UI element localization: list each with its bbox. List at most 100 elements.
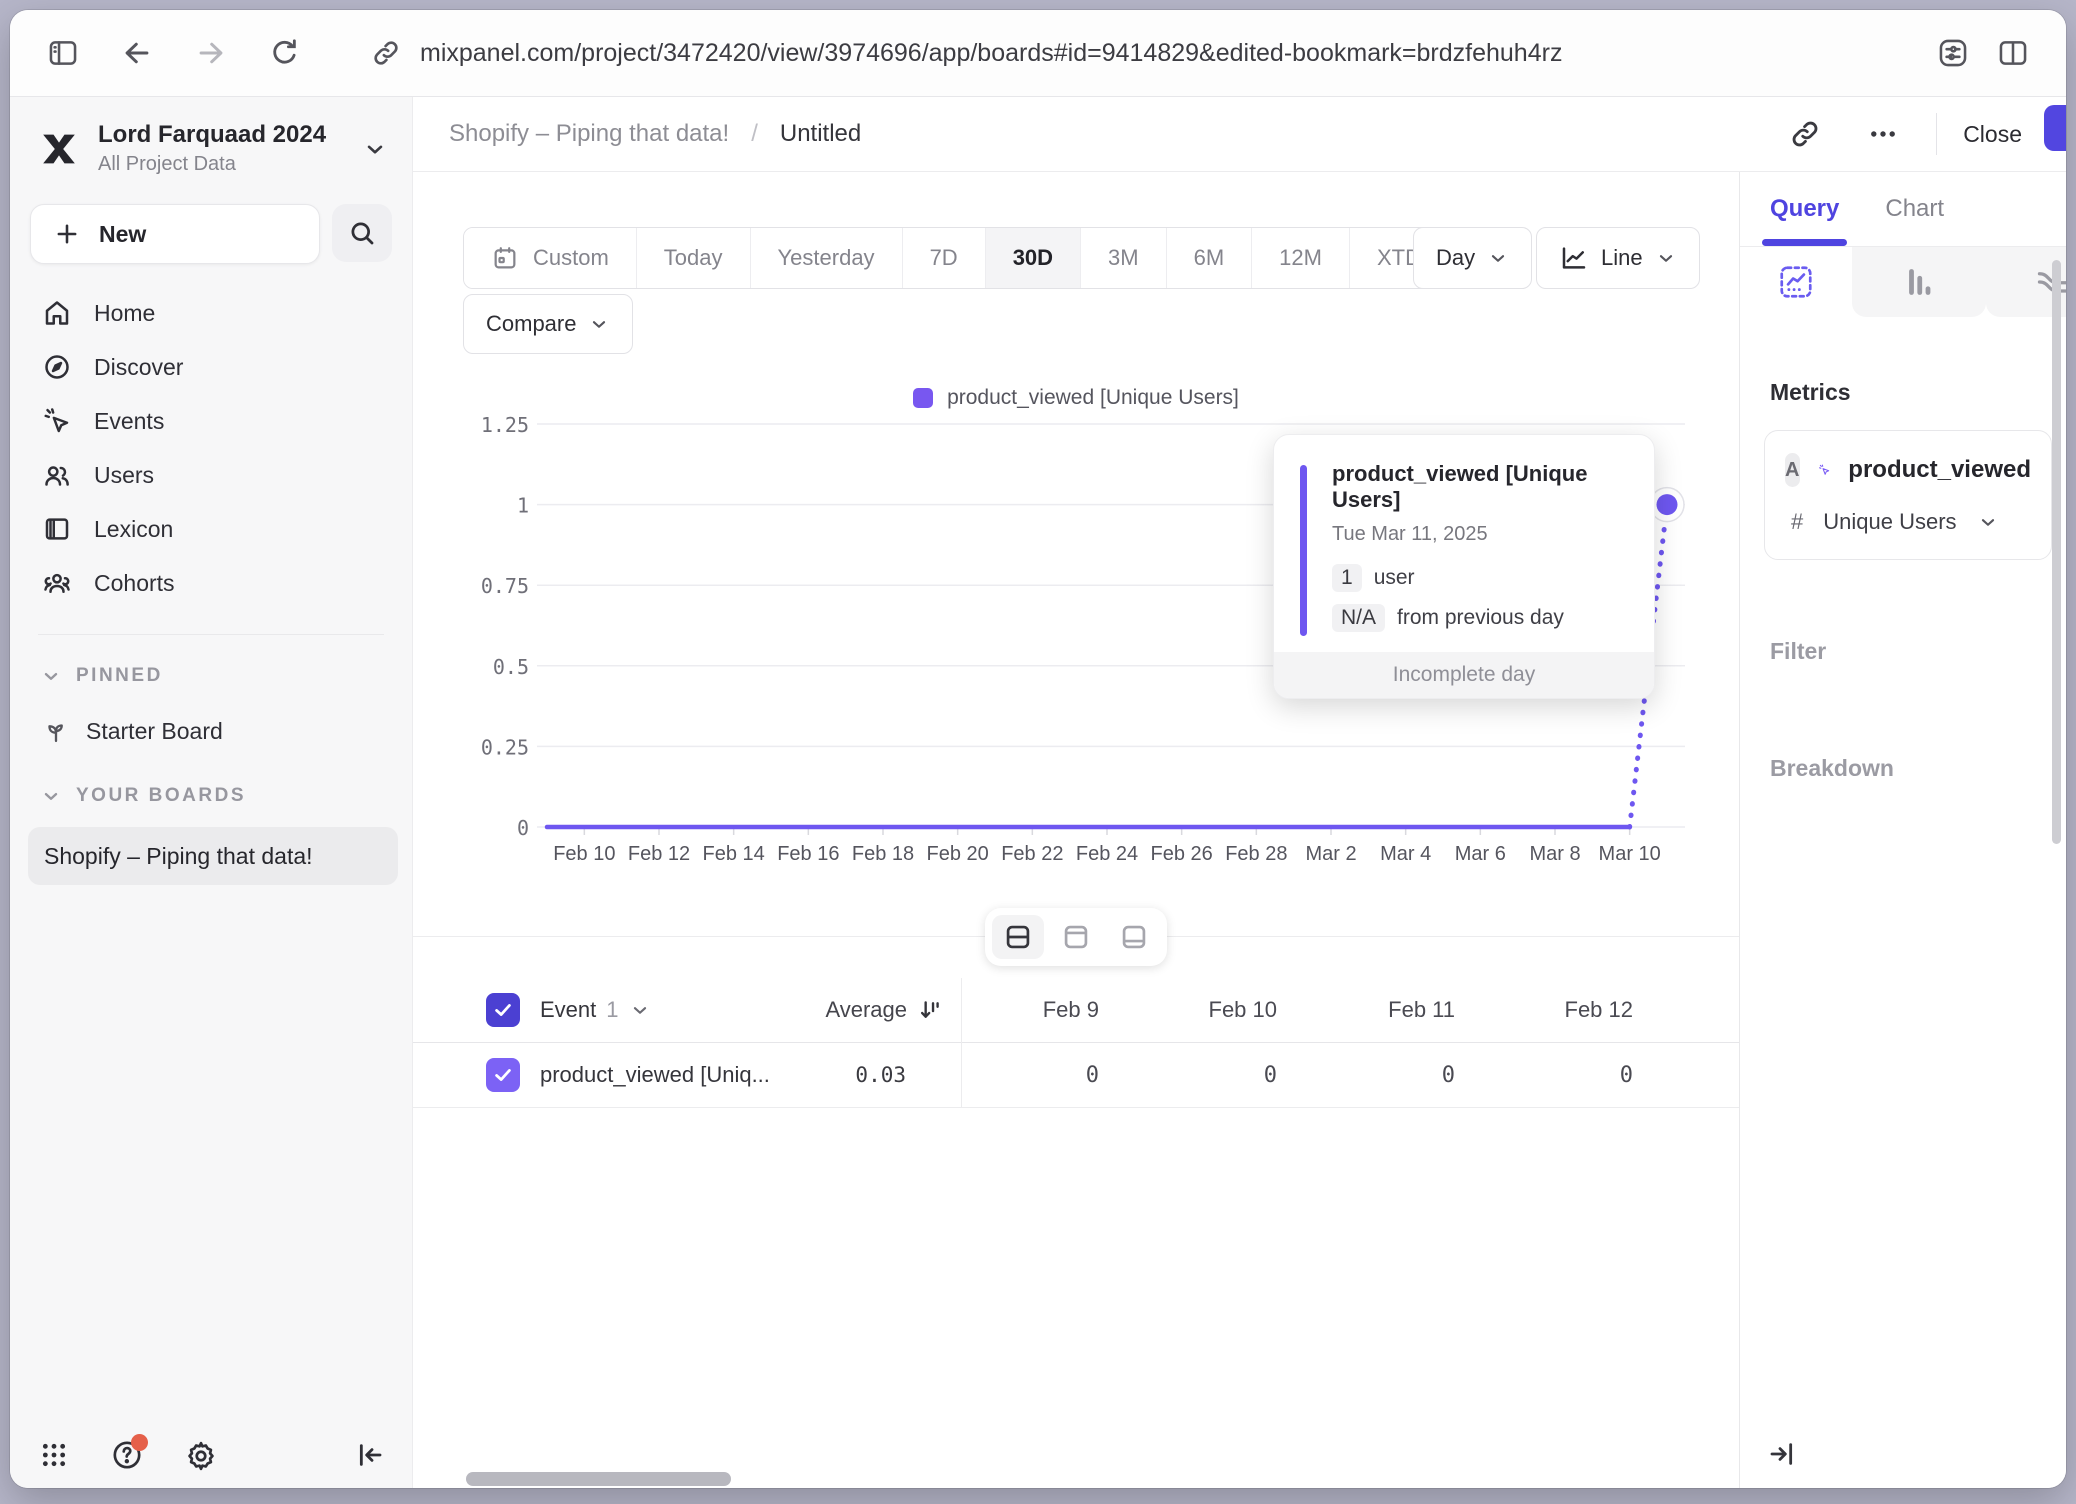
svg-text:0: 0 — [517, 816, 529, 840]
reload-icon[interactable] — [262, 30, 308, 76]
pinned-section-header[interactable]: PINNED — [40, 665, 412, 687]
sidebar-item-lexicon[interactable]: Lexicon — [10, 502, 412, 556]
insight-flows-icon — [2037, 272, 2066, 293]
table-column-divider — [961, 978, 962, 1107]
forward-icon[interactable] — [188, 30, 234, 76]
table-row[interactable]: product_viewed [Uniq... 0.03 0 0 0 0 — [413, 1043, 1739, 1108]
grid-icon[interactable] — [38, 1439, 70, 1471]
tooltip-value: 1 — [1332, 564, 1362, 592]
tab-query[interactable]: Query — [1761, 172, 1848, 246]
range-30d-selected[interactable]: 30D — [984, 228, 1081, 288]
insight-bar-tab[interactable] — [1852, 247, 1986, 317]
lexicon-icon — [45, 518, 69, 540]
collapse-left-icon[interactable] — [354, 1439, 386, 1471]
range-6m[interactable]: 6M — [1165, 228, 1252, 288]
svg-text:Feb 12: Feb 12 — [628, 843, 690, 865]
row-checkbox[interactable] — [486, 1058, 520, 1092]
svg-text:Mar 10: Mar 10 — [1599, 843, 1661, 865]
extensions-icon[interactable] — [1930, 30, 1976, 76]
sidebar-nav: Home Discover Events Users Lexicon — [10, 286, 412, 610]
back-icon[interactable] — [114, 30, 160, 76]
sidebar-item-home[interactable]: Home — [10, 286, 412, 340]
svg-text:0.25: 0.25 — [481, 735, 529, 759]
pinned-label: PINNED — [76, 665, 163, 686]
chart-type-dropdown[interactable]: Line — [1536, 227, 1700, 289]
granularity-dropdown[interactable]: Day — [1413, 227, 1533, 289]
range-3m[interactable]: 3M — [1080, 228, 1166, 288]
help-icon[interactable] — [110, 1434, 148, 1472]
column-header[interactable]: Feb 10 — [1208, 997, 1278, 1022]
row-average-value: 0.03 — [855, 1063, 906, 1087]
svg-text:Mar 6: Mar 6 — [1455, 843, 1506, 865]
sidebar-item-shopify-board[interactable]: Shopify – Piping that data! — [28, 827, 398, 885]
link-icon — [374, 41, 398, 65]
sidebar-toggle-icon[interactable] — [40, 30, 86, 76]
svg-text:Feb 28: Feb 28 — [1225, 843, 1287, 865]
range-12m[interactable]: 12M — [1251, 228, 1349, 288]
browser-toolbar: mixpanel.com/project/3472420/view/397469… — [10, 10, 2066, 97]
breadcrumb-page[interactable]: Untitled — [779, 120, 862, 147]
page-header: Shopify – Piping that data! / Untitled C… — [413, 97, 2066, 172]
close-button[interactable]: Close — [1963, 120, 2022, 147]
column-header[interactable]: Feb 9 — [1042, 997, 1099, 1022]
sidebar-item-users[interactable]: Users — [10, 448, 412, 502]
your-boards-label: YOUR BOARDS — [76, 785, 247, 806]
column-header[interactable]: Feb 12 — [1564, 997, 1634, 1022]
cohorts-icon — [44, 573, 70, 593]
search-icon — [351, 222, 374, 245]
new-button[interactable]: New — [30, 204, 320, 264]
sidebar-item-label: Lexicon — [94, 515, 174, 542]
metric-aggregation[interactable]: # Unique Users — [1785, 509, 2031, 535]
date-range-control: Custom Today Yesterday 7D 30D 3M 6M 12M … — [463, 227, 1485, 289]
chevron-down-icon — [1659, 255, 1672, 262]
sidebar-item-discover[interactable]: Discover — [10, 340, 412, 394]
workspace-switcher[interactable]: Lord Farquaad 2024 All Project Data — [10, 97, 412, 176]
layout-split-icon[interactable] — [992, 915, 1044, 959]
range-today[interactable]: Today — [635, 228, 750, 288]
metric-card[interactable]: A product_viewed # Unique Users — [1764, 430, 2052, 560]
panel-scrollbar[interactable] — [2052, 260, 2061, 844]
range-custom[interactable]: Custom — [464, 228, 636, 288]
your-boards-section-header[interactable]: YOUR BOARDS — [40, 785, 412, 807]
select-all-checkbox[interactable] — [486, 993, 520, 1027]
gear-icon[interactable] — [184, 1438, 218, 1472]
address-bar[interactable]: mixpanel.com/project/3472420/view/397469… — [370, 37, 1930, 69]
breadcrumb-board[interactable]: Shopify – Piping that data! — [449, 120, 730, 147]
tab-chart[interactable]: Chart — [1885, 195, 1945, 222]
users-icon — [45, 466, 69, 486]
sidebar-item-events[interactable]: Events — [10, 394, 412, 448]
results-table: Event 1 Average Feb 9 Feb 10 — [413, 978, 1739, 1108]
insight-line-tab[interactable] — [1740, 247, 1852, 317]
save-button-edge[interactable] — [2044, 105, 2066, 151]
event-header[interactable]: Event 1 — [540, 978, 651, 1042]
mixpanel-logo — [43, 134, 75, 163]
cell-value: 0 — [1263, 1062, 1277, 1088]
range-7d[interactable]: 7D — [901, 228, 985, 288]
sidebar-item-cohorts[interactable]: Cohorts — [10, 556, 412, 610]
svg-text:Feb 20: Feb 20 — [927, 843, 989, 865]
sidebar-divider — [38, 634, 384, 635]
copy-link-icon[interactable] — [1782, 111, 1828, 157]
table-header-row: Event 1 Average Feb 9 Feb 10 — [413, 978, 1739, 1043]
expand-right-icon[interactable] — [1766, 1438, 1798, 1470]
column-header[interactable]: Feb 11 — [1388, 997, 1455, 1022]
svg-text:Feb 22: Feb 22 — [1001, 843, 1063, 865]
search-button[interactable] — [332, 204, 392, 262]
split-view-icon[interactable] — [1990, 30, 2036, 76]
layout-table-only-icon[interactable] — [1108, 915, 1160, 959]
metric-letter-badge: A — [1785, 453, 1800, 487]
more-icon[interactable] — [1860, 111, 1906, 157]
layout-toggle — [985, 908, 1167, 966]
horizontal-scrollbar[interactable] — [466, 1472, 731, 1486]
svg-text:0.5: 0.5 — [493, 655, 529, 679]
sidebar-item-starter-board[interactable]: Starter Board — [42, 717, 412, 745]
compare-dropdown[interactable]: Compare — [463, 294, 634, 354]
chevron-down-icon — [362, 136, 388, 162]
layout-chart-only-icon[interactable] — [1050, 915, 1102, 959]
chart-legend[interactable]: product_viewed [Unique Users] — [413, 386, 1739, 410]
aggregation-label: Unique Users — [1823, 509, 1957, 534]
workspace-subtitle: All Project Data — [98, 153, 236, 175]
average-header[interactable]: Average — [693, 978, 943, 1042]
range-yesterday[interactable]: Yesterday — [749, 228, 902, 288]
metric-event-name: product_viewed — [1848, 456, 2031, 483]
